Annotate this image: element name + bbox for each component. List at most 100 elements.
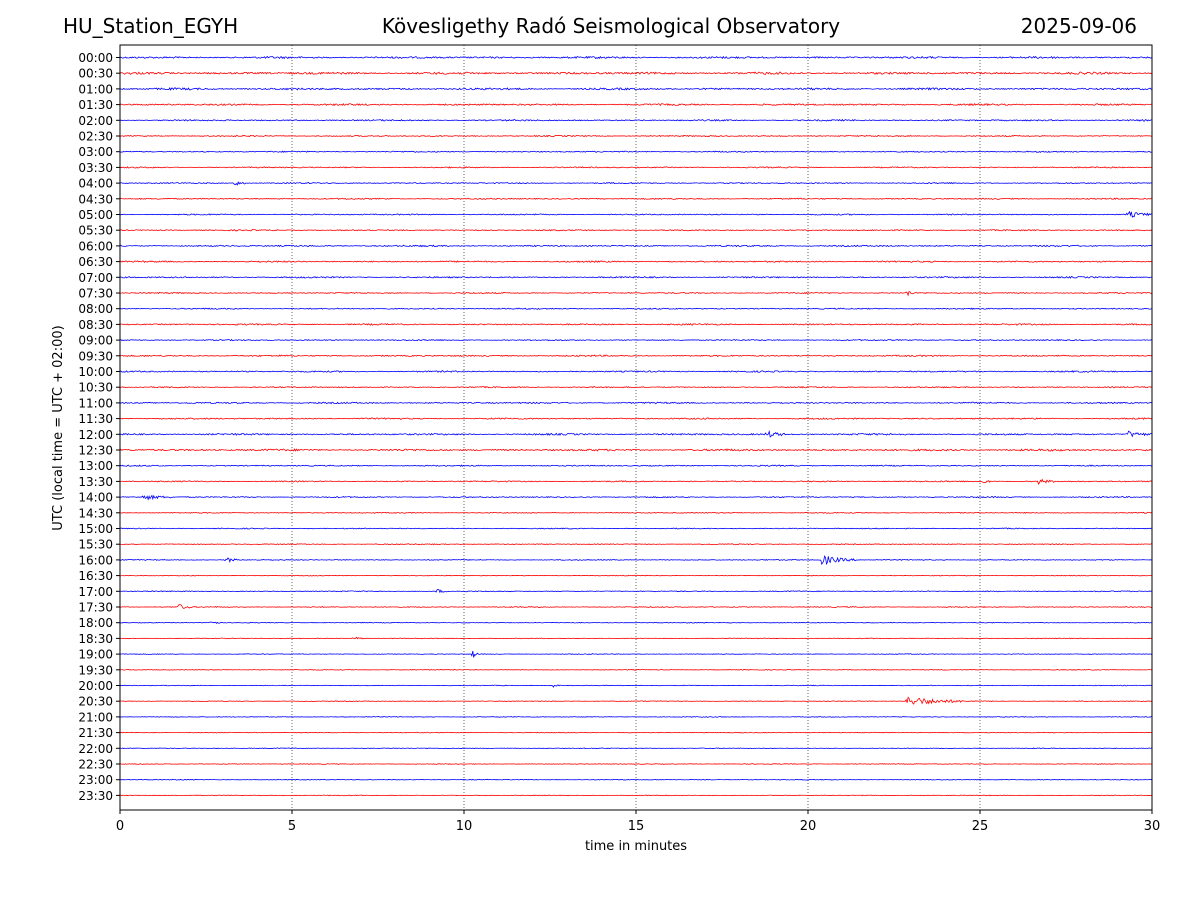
y-tick-label: 23:00 <box>78 773 113 787</box>
y-tick-label: 18:00 <box>78 616 113 630</box>
trace-row-0530 <box>119 229 1153 232</box>
trace-row-0730 <box>119 291 1153 297</box>
y-tick-label: 00:30 <box>78 67 113 81</box>
trace-row-1400 <box>119 494 1153 501</box>
y-tick-label: 12:30 <box>78 444 113 458</box>
y-tick-label: 14:00 <box>78 491 113 505</box>
y-tick-label: 00:00 <box>78 51 113 65</box>
observatory-title: Kövesligethy Radó Seismological Observat… <box>381 14 841 38</box>
trace-row-0830 <box>119 323 1153 326</box>
trace-row-0000 <box>119 55 1153 60</box>
y-tick-label: 16:00 <box>78 553 113 567</box>
trace-row-1230 <box>119 448 1153 452</box>
trace-row-1330 <box>119 478 1153 485</box>
trace-row-1030 <box>119 385 1153 389</box>
trace-row-2230 <box>120 763 1153 765</box>
x-tick-label: 10 <box>456 819 473 834</box>
trace-row-1530 <box>119 543 1153 546</box>
trace-row-1930 <box>119 668 1153 671</box>
trace-row-0330 <box>119 166 1153 169</box>
y-tick-label: 07:30 <box>78 287 113 301</box>
y-tick-label: 02:30 <box>78 130 113 144</box>
y-tick-label: 19:00 <box>78 648 113 662</box>
y-tick-label: 06:00 <box>78 239 113 253</box>
y-tick-label: 03:30 <box>78 161 113 175</box>
trace-row-0130 <box>119 103 1153 107</box>
y-tick-label: 11:00 <box>78 396 113 410</box>
y-tick-label: 04:00 <box>78 177 113 191</box>
x-tick-label: 15 <box>628 819 645 834</box>
trace-row-0430 <box>119 197 1153 200</box>
trace-row-0700 <box>119 275 1153 279</box>
trace-row-2030 <box>119 696 1153 705</box>
trace-row-0500 <box>119 210 1153 218</box>
trace-row-1700 <box>119 589 1153 594</box>
y-tick-label: 23:30 <box>78 789 113 803</box>
y-tick-label: 01:30 <box>78 98 113 112</box>
x-axis-label: time in minutes <box>585 839 687 854</box>
trace-row-0300 <box>119 150 1153 153</box>
x-tick-label: 30 <box>1144 819 1161 834</box>
y-tick-label: 14:30 <box>78 506 113 520</box>
trace-row-0930 <box>119 354 1153 358</box>
x-axis: 0 5 10 15 20 25 30 <box>116 810 1160 834</box>
y-tick-label: 15:00 <box>78 522 113 536</box>
trace-row-1300 <box>119 464 1153 467</box>
y-tick-label: 01:00 <box>78 82 113 96</box>
y-tick-label: 02:00 <box>78 114 113 128</box>
y-tick-label: 17:00 <box>78 585 113 599</box>
trace-row-1800 <box>119 621 1153 624</box>
y-tick-label: 09:30 <box>78 349 113 363</box>
y-tick-label: 22:00 <box>78 742 113 756</box>
trace-row-2200 <box>119 747 1153 750</box>
trace-row-1500 <box>119 527 1153 530</box>
y-tick-label: 16:30 <box>78 569 113 583</box>
trace-row-0030 <box>119 71 1153 75</box>
trace-row-1000 <box>119 370 1153 373</box>
y-tick-label: 15:30 <box>78 538 113 552</box>
trace-row-0900 <box>119 338 1153 342</box>
y-tick-label: 21:30 <box>78 726 113 740</box>
trace-row-0600 <box>119 244 1153 248</box>
trace-row-0100 <box>119 87 1153 91</box>
x-tick-label: 0 <box>116 819 124 834</box>
trace-row-0200 <box>119 118 1153 122</box>
trace-row-1130 <box>119 417 1153 420</box>
trace-row-1730 <box>119 604 1153 609</box>
y-tick-label: 22:30 <box>78 758 113 772</box>
y-tick-label: 09:00 <box>78 334 113 348</box>
trace-row-0400 <box>119 181 1153 186</box>
grid-layer <box>291 45 981 810</box>
trace-row-0230 <box>119 134 1153 138</box>
trace-row-0630 <box>119 260 1153 263</box>
y-tick-label: 10:30 <box>78 381 113 395</box>
trace-row-1630 <box>119 574 1153 577</box>
trace-row-2300 <box>119 778 1153 781</box>
trace-row-2100 <box>119 716 1153 718</box>
trace-row-1600 <box>119 555 1153 566</box>
x-tick-label: 20 <box>800 819 817 834</box>
x-tick-label: 25 <box>972 819 989 834</box>
trace-layer <box>119 55 1153 797</box>
y-tick-label: 20:00 <box>78 679 113 693</box>
y-tick-label: 19:30 <box>78 663 113 677</box>
chart-date: 2025-09-06 <box>1020 14 1137 38</box>
y-tick-label: 21:00 <box>78 710 113 724</box>
trace-row-1830 <box>119 636 1153 640</box>
station-name: HU_Station_EGYH <box>63 14 239 38</box>
y-tick-label: 10:00 <box>78 365 113 379</box>
y-tick-label: 11:30 <box>78 412 113 426</box>
y-tick-label: 05:00 <box>78 208 113 222</box>
trace-row-1900 <box>119 650 1153 658</box>
trace-row-0800 <box>119 307 1153 310</box>
y-tick-label: 18:30 <box>78 632 113 646</box>
y-tick-label: 08:30 <box>78 318 113 332</box>
y-tick-label: 13:30 <box>78 475 113 489</box>
trace-row-2330 <box>119 794 1153 797</box>
y-tick-label: 12:00 <box>78 428 113 442</box>
trace-row-1430 <box>119 511 1153 514</box>
y-tick-label: 08:00 <box>78 302 113 316</box>
